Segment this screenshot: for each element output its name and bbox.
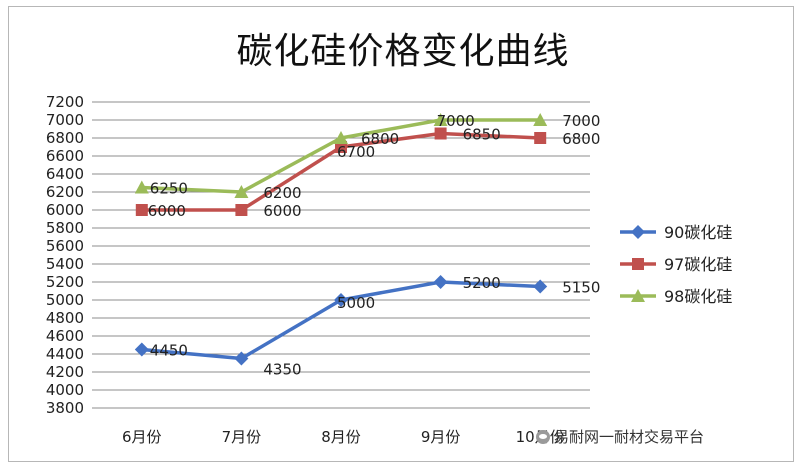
wechat-icon	[536, 429, 550, 444]
watermark-text: 易耐网一耐材交易平台	[554, 428, 705, 446]
data-point	[234, 351, 249, 366]
data-point	[434, 127, 447, 140]
data-point	[533, 279, 548, 294]
data-point	[433, 113, 448, 126]
legend-label: 90碳化硅	[664, 223, 732, 242]
y-tick-label: 4600	[46, 327, 84, 345]
data-label: 6000	[148, 202, 186, 220]
y-tick-label: 6200	[46, 183, 84, 201]
y-tick-label: 4800	[46, 309, 84, 327]
y-tick-label: 5200	[46, 273, 84, 291]
y-tick-label: 6800	[46, 129, 84, 147]
chart-title: 碳化硅价格变化曲线	[236, 31, 570, 72]
data-point	[334, 131, 348, 144]
y-tick-label: 4400	[46, 345, 84, 363]
y-tick-label: 7200	[46, 93, 84, 111]
data-label: 6200	[263, 184, 301, 202]
data-label: 5150	[562, 279, 600, 297]
y-tick-label: 6600	[46, 147, 84, 165]
data-point	[135, 204, 148, 216]
data-point	[433, 275, 448, 289]
data-point	[533, 113, 548, 126]
y-tick-label: 5800	[46, 219, 84, 237]
data-point	[134, 180, 149, 194]
data-label: 5000	[337, 294, 375, 312]
data-point	[134, 342, 149, 357]
data-label: 4450	[150, 342, 188, 360]
legend-marker	[631, 289, 645, 302]
y-tick-label: 5000	[46, 291, 84, 309]
data-label: 6250	[150, 180, 188, 198]
y-tick-label: 6400	[46, 165, 84, 183]
data-label: 6700	[337, 143, 375, 161]
x-tick-label: 9月份	[421, 428, 461, 446]
data-label: 7000	[437, 112, 475, 130]
legend-label: 98碳化硅	[664, 287, 732, 306]
data-label: 6800	[562, 130, 600, 148]
data-label: 6800	[361, 130, 399, 148]
data-label: 6850	[463, 126, 501, 144]
x-tick-label: 6月份	[122, 428, 162, 446]
legend-marker	[632, 258, 644, 270]
data-label: 4350	[263, 361, 301, 379]
data-label: 7000	[562, 112, 600, 130]
y-tick-label: 6000	[46, 201, 84, 219]
y-tick-label: 4000	[46, 381, 84, 399]
legend-label: 97碳化硅	[664, 255, 732, 274]
x-tick-label: 8月份	[321, 428, 361, 446]
data-point	[334, 293, 348, 307]
y-tick-label: 4200	[46, 363, 84, 381]
y-tick-label: 5600	[46, 237, 84, 255]
y-tick-label: 7000	[46, 111, 84, 129]
data-point	[235, 204, 248, 216]
x-tick-label: 7月份	[222, 428, 262, 446]
data-point	[534, 132, 547, 144]
chart-frame	[8, 6, 794, 462]
legend-marker	[631, 225, 645, 239]
y-tick-label: 3800	[46, 399, 84, 417]
y-tick-label: 5400	[46, 255, 84, 273]
watermark: 易耐网一耐材交易平台	[536, 426, 704, 447]
data-label: 5200	[463, 274, 501, 292]
data-point	[234, 185, 249, 198]
data-label: 6000	[263, 202, 301, 220]
